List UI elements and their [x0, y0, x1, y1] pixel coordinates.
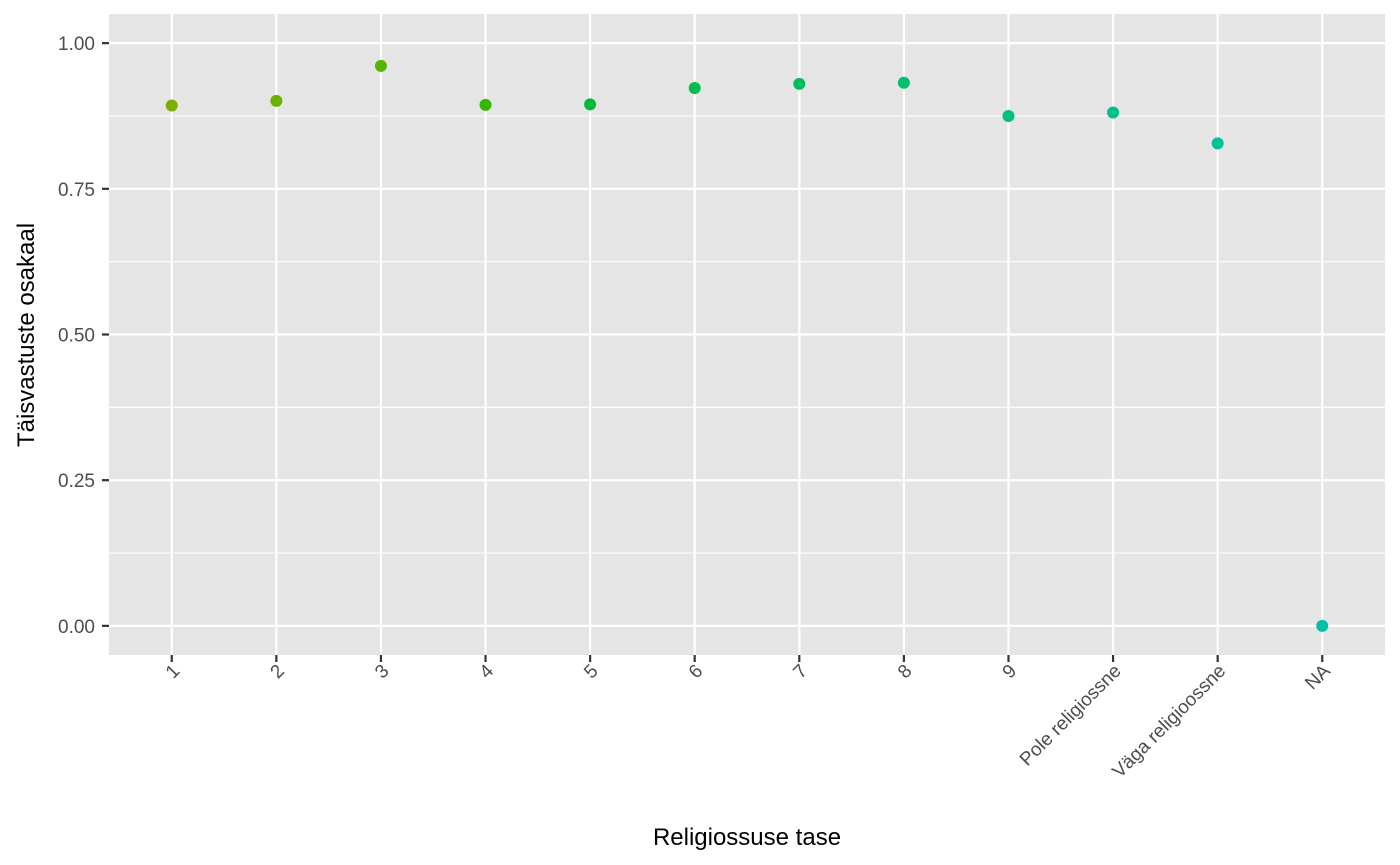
x-tick-label: 7 [790, 661, 812, 683]
data-point [1107, 106, 1120, 119]
data-point [897, 76, 910, 89]
x-tick-label: 4 [476, 660, 499, 683]
x-tick-label: 5 [580, 661, 602, 683]
data-point [1316, 619, 1329, 632]
data-point [270, 94, 283, 107]
y-axis: 0.00 0.25 0.50 0.75 1.00 [58, 34, 109, 638]
y-tick-label: 0.75 [58, 180, 95, 201]
y-tick-label: 0.00 [58, 617, 95, 638]
major-gridlines [109, 14, 1385, 655]
data-point [165, 99, 178, 112]
data-point [479, 98, 492, 111]
x-tick-label: 3 [371, 661, 393, 683]
y-axis-title: Täisvastuste osakaal [13, 223, 40, 447]
minor-gridlines [109, 115, 1385, 554]
x-tick-label: 9 [999, 661, 1021, 683]
x-tick-label: 8 [894, 661, 916, 683]
x-tick-label: Väga religioossne [1109, 661, 1231, 783]
data-point [1211, 137, 1224, 150]
x-axis-title: Religiossuse tase [653, 824, 841, 851]
x-tick-label: 6 [685, 661, 707, 683]
x-tick-label: NA [1301, 660, 1335, 694]
y-tick-label: 0.50 [58, 326, 95, 347]
x-tick-label: 1 [162, 661, 184, 683]
data-point [793, 77, 806, 90]
data-point [688, 82, 701, 95]
y-tick-label: 0.25 [58, 471, 95, 492]
y-tick-label: 1.00 [58, 34, 95, 55]
data-point [1002, 109, 1015, 122]
x-tick-label: 2 [267, 661, 289, 683]
x-tick-label: Pole religiossne [1016, 661, 1126, 771]
data-points [165, 59, 1329, 632]
data-point [374, 59, 387, 72]
data-point [584, 98, 597, 111]
